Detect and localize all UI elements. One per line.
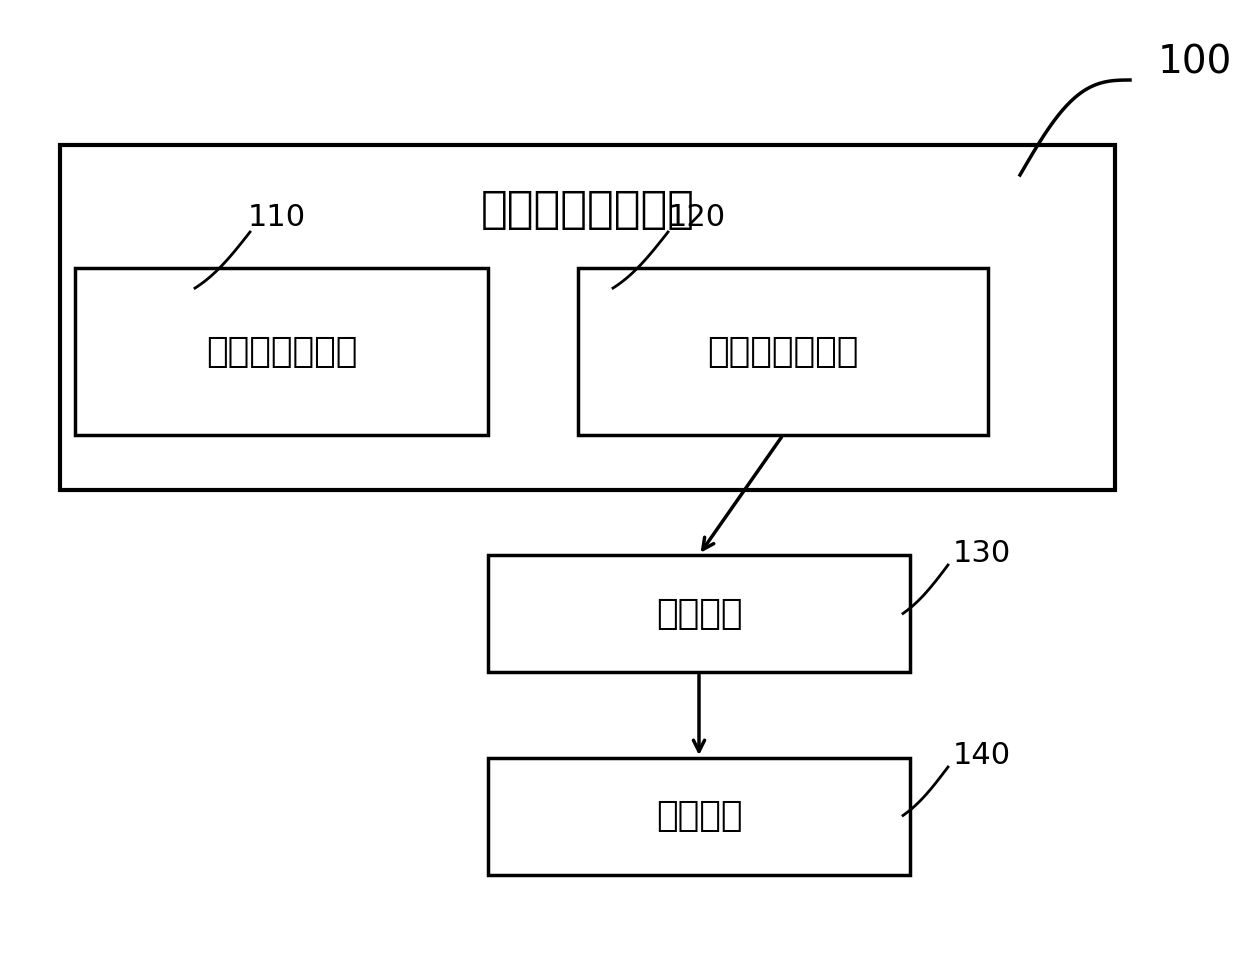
Text: 120: 120 xyxy=(668,203,727,232)
Text: 140: 140 xyxy=(954,741,1011,770)
Text: 超声骨密度仪探头: 超声骨密度仪探头 xyxy=(481,188,694,232)
Text: 超声波接收模块: 超声波接收模块 xyxy=(707,334,858,368)
Text: 超声波发射模块: 超声波发射模块 xyxy=(206,334,357,368)
Text: 显示模块: 显示模块 xyxy=(656,800,743,834)
Bar xyxy=(489,758,910,875)
Text: 130: 130 xyxy=(954,538,1012,567)
Text: 100: 100 xyxy=(1158,43,1233,81)
Bar xyxy=(74,268,489,435)
Bar xyxy=(60,145,1115,490)
Text: 110: 110 xyxy=(248,203,306,232)
Bar xyxy=(578,268,988,435)
Text: 判定模块: 判定模块 xyxy=(656,596,743,631)
Bar xyxy=(489,555,910,672)
